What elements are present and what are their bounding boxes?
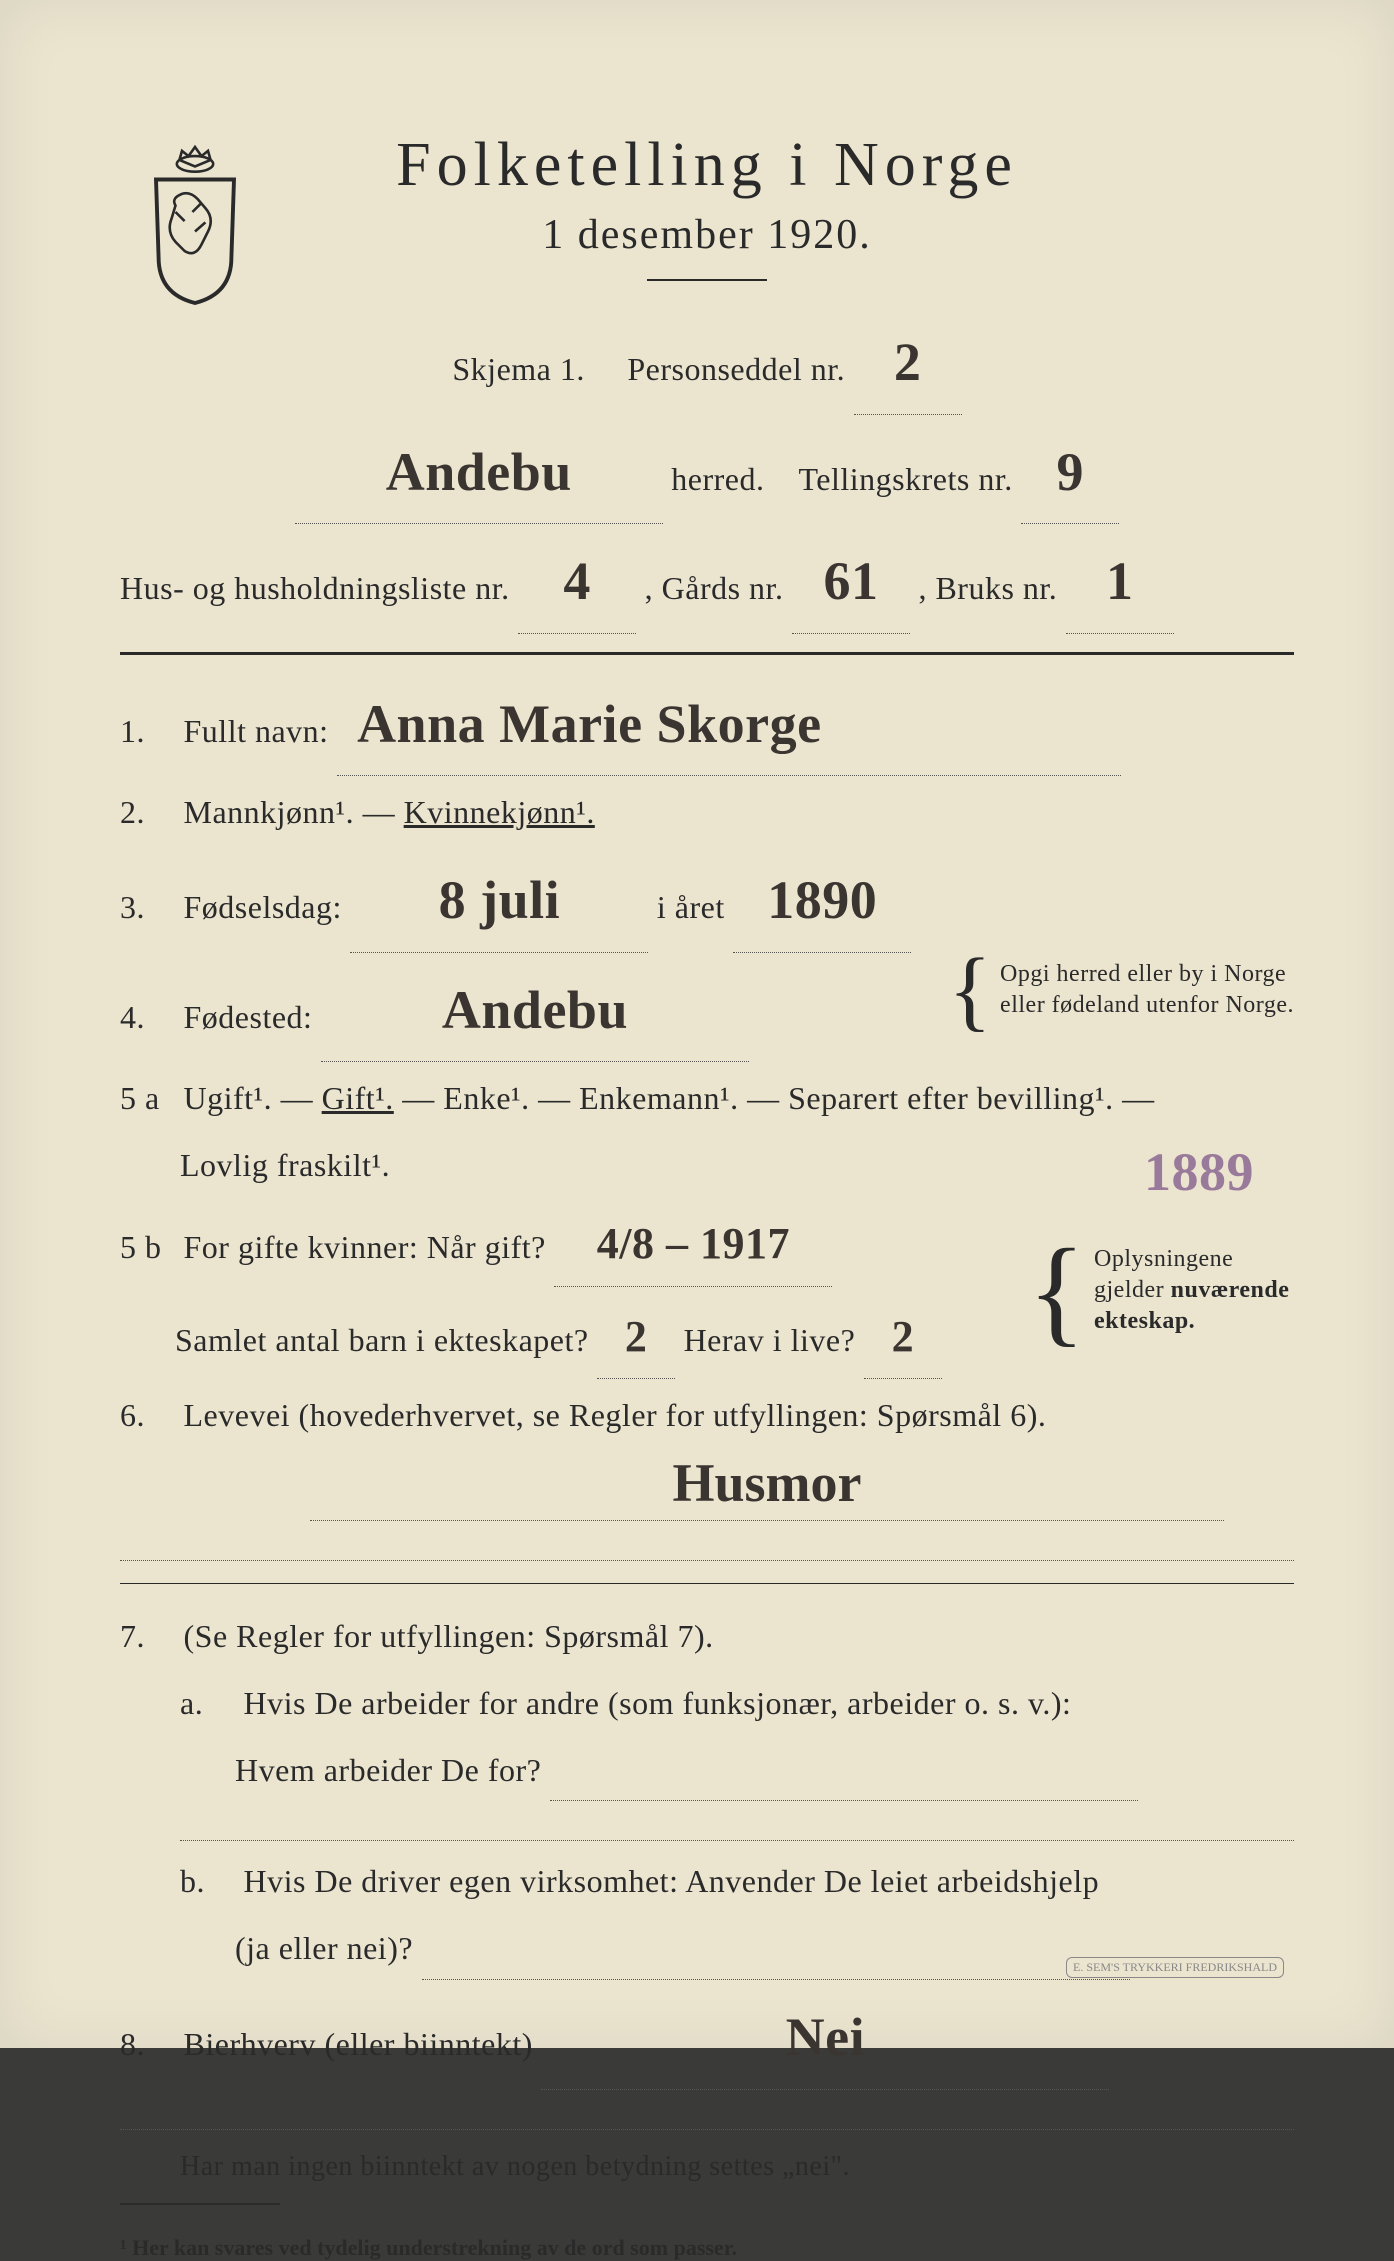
q5b-children-alive: 2 [892, 1295, 915, 1379]
q7b-line2: (ja eller nei)? [235, 1930, 413, 1966]
q5a-opt6: Lovlig fraskilt¹. [180, 1147, 390, 1183]
divider-2 [120, 1583, 1294, 1584]
q5b-num: 5 b [120, 1217, 175, 1278]
footer-note: Har man ingen biinntekt av nogen betydni… [180, 2151, 850, 2182]
q6-num: 6. [120, 1385, 175, 1446]
q6-label: Levevei (hovederhvervet, se Regler for u… [184, 1397, 1047, 1433]
title-divider [647, 279, 767, 281]
q4-row: 4. Fødested: Andebu { Opgi herred eller … [120, 959, 1294, 1063]
q5b-side-note: Oplysningene gjelder nuværende ekteskap. [1094, 1244, 1294, 1338]
q5a-row-2: Lovlig fraskilt¹. 1889 [120, 1135, 1294, 1196]
q5b-note-2: gjelder nuværende [1094, 1275, 1294, 1306]
q5b-children-total: 2 [625, 1295, 648, 1379]
q5b-row: 5 b For gifte kvinner: Når gift? 4/8 – 1… [120, 1202, 1294, 1379]
q7-row: 7. (Se Regler for utfyllingen: Spørsmål … [120, 1606, 1294, 1667]
hus-label: Hus- og husholdningsliste nr. [120, 570, 510, 606]
dotted-line [120, 2128, 1294, 2130]
q7b-num: b. [180, 1851, 235, 1912]
q7a-row-1: a. Hvis De arbeider for andre (som funks… [120, 1673, 1294, 1734]
dotted-line [180, 1839, 1294, 1841]
q3-num: 3. [120, 877, 175, 938]
bruks-label: , Bruks nr. [918, 570, 1057, 606]
q5a-opt5: Separert efter bevilling¹. [788, 1080, 1114, 1116]
q4-num: 4. [120, 987, 175, 1048]
q4-note-1: Opgi herred eller by i Norge [1000, 959, 1294, 990]
q7-label: (Se Regler for utfyllingen: Spørsmål 7). [184, 1618, 714, 1654]
q5a-opt3: Enke¹. [443, 1080, 529, 1116]
q3-row: 3. Fødselsdag: 8 juli i året 1890 [120, 849, 1294, 953]
coat-of-arms-icon [130, 140, 260, 310]
gards-label: , Gårds nr. [645, 570, 784, 606]
q8-row: 8. Bierhverv (eller biinntekt) Nei [120, 1986, 1294, 2090]
q1-num: 1. [120, 701, 175, 762]
q3-label: Fødselsdag: [184, 889, 342, 925]
q6-value-line: Husmor [310, 1452, 1224, 1521]
hus-row: Hus- og husholdningsliste nr. 4 , Gårds … [120, 530, 1294, 634]
q7a-row-2: Hvem arbeider De for? [120, 1740, 1294, 1802]
q2-label-b: Kvinnekjønn¹. [404, 794, 595, 830]
q2-dash: — [363, 794, 404, 830]
herred-row: Andebu herred. Tellingskrets nr. 9 [120, 421, 1294, 525]
bruks-nr: 1 [1106, 530, 1134, 633]
q1-label: Fullt navn: [184, 713, 329, 749]
skjema-row: Skjema 1. Personseddel nr. 2 [120, 311, 1294, 415]
personseddel-nr: 2 [894, 311, 922, 414]
footer-note-row: Har man ingen biinntekt av nogen betydni… [120, 2140, 1294, 2193]
q5a-opt2: Gift¹. [322, 1080, 394, 1116]
q5b-note-3: ekteskap. [1094, 1306, 1294, 1337]
printer-stamp: E. SEM'S TRYKKERI FREDRIKSHALD [1066, 1957, 1284, 1978]
q4-note-2: eller fødeland utenfor Norge. [1000, 990, 1294, 1021]
q8-num: 8. [120, 2014, 175, 2075]
dotted-line [120, 1559, 1294, 1561]
q2-row: 2. Mannkjønn¹. — Kvinnekjønn¹. [120, 782, 1294, 843]
q8-value: Nei [786, 1986, 865, 2089]
hus-nr: 4 [563, 530, 591, 633]
q5a-opt1: Ugift¹. [184, 1080, 273, 1116]
q4-value: Andebu [442, 959, 628, 1062]
q7a-line2: Hvem arbeider De for? [235, 1752, 541, 1788]
herred-name: Andebu [386, 421, 572, 524]
herred-label: herred. [671, 461, 764, 497]
q1-row: 1. Fullt navn: Anna Marie Skorge [120, 673, 1294, 777]
census-form-page: Folketelling i Norge 1 desember 1920. Sk… [0, 0, 1394, 2048]
q4-side-note: Opgi herred eller by i Norge eller fødel… [1000, 959, 1294, 1021]
tellingskrets-nr: 9 [1056, 421, 1084, 524]
tellingskrets-label: Tellingskrets nr. [798, 461, 1012, 497]
subtitle: 1 desember 1920. [120, 211, 1294, 259]
q6-row: 6. Levevei (hovederhvervet, se Regler fo… [120, 1385, 1294, 1446]
q5b-label2: Samlet antal barn i ekteskapet? [175, 1322, 589, 1358]
footnote-rule [120, 2203, 280, 2205]
q2-num: 2. [120, 782, 175, 843]
skjema-label: Skjema 1. [452, 351, 584, 387]
brace-icon: { [948, 959, 992, 1022]
q5b-label3: Herav i live? [684, 1322, 856, 1358]
q5b-note-1: Oplysningene [1094, 1244, 1294, 1275]
gards-nr: 61 [823, 530, 878, 633]
personseddel-label: Personseddel nr. [627, 351, 845, 387]
brace-icon: { [1028, 1249, 1086, 1333]
q6-value: Husmor [673, 1452, 862, 1514]
q7b-row-1: b. Hvis De driver egen virksomhet: Anven… [120, 1851, 1294, 1912]
q7a-line1: Hvis De arbeider for andre (som funksjon… [244, 1685, 1072, 1721]
q7a-num: a. [180, 1673, 235, 1734]
q3-year: 1890 [767, 849, 877, 952]
q1-value: Anna Marie Skorge [357, 673, 821, 776]
q4-label: Fødested: [184, 999, 313, 1035]
q8-label: Bierhverv (eller biinntekt) [184, 2026, 533, 2062]
q3-day-month: 8 juli [439, 849, 561, 952]
footnote: ¹ Her kan svares ved tydelig understrekn… [120, 2235, 1294, 2261]
title: Folketelling i Norge [120, 130, 1294, 201]
q7-num: 7. [120, 1606, 175, 1667]
q5a-num: 5 a [120, 1068, 175, 1129]
q5a-opt4: Enkemann¹. [579, 1080, 738, 1116]
q7b-line1: Hvis De driver egen virksomhet: Anvender… [244, 1863, 1100, 1899]
q5b-when-married: 4/8 – 1917 [597, 1202, 790, 1286]
q5b-label1: For gifte kvinner: Når gift? [184, 1229, 546, 1265]
form-header: Folketelling i Norge 1 desember 1920. [120, 130, 1294, 281]
q3-year-label: i året [657, 889, 725, 925]
divider-1 [120, 652, 1294, 655]
q5a-row: 5 a Ugift¹. — Gift¹. — Enke¹. — Enkemann… [120, 1068, 1294, 1129]
q2-label-a: Mannkjønn¹. [184, 794, 355, 830]
